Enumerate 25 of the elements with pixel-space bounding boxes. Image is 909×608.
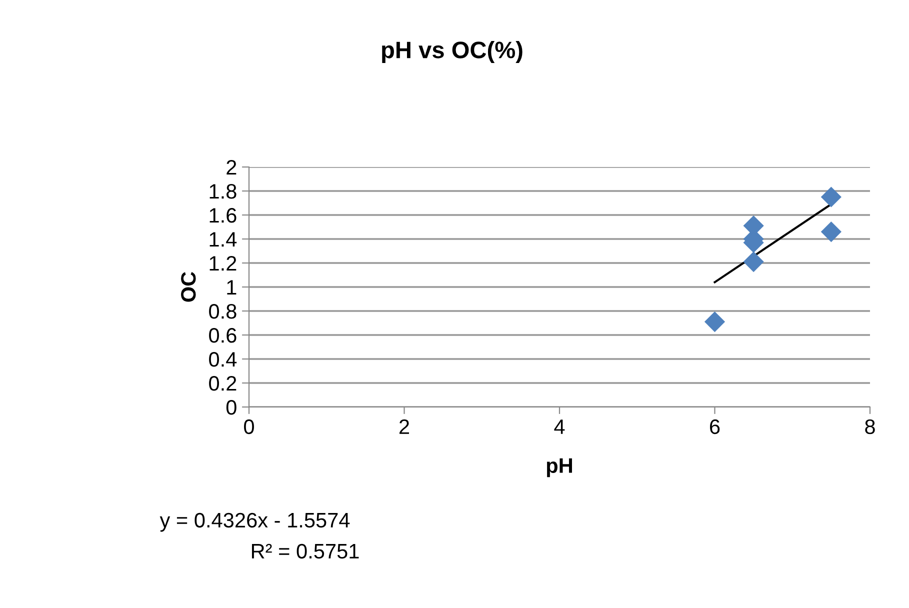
point [743,252,764,272]
point [820,222,842,242]
y-tick-label: 1.8 [210,184,236,199]
y-tick-label: 1.6 [210,208,236,223]
x-tick-label: 8 [865,419,875,434]
y-tick-label: 0.2 [209,376,236,391]
x-axis-title: pH [546,458,572,478]
x-tick-label: 0 [244,419,254,434]
y-tick-label: 0.4 [209,352,237,367]
y-tick-label: 1.2 [210,256,236,271]
y-tick-label: 1.4 [210,232,237,247]
y-tick-label: 0 [226,400,236,415]
y-tick-label: 0.6 [209,328,236,343]
point [820,186,842,208]
text: R² = 0.5751 [252,544,359,559]
text: y = 0.4326x - 1.5574 [160,512,350,532]
x-tick-label: 6 [710,419,720,434]
point [704,312,726,332]
y-axis-title: OC [181,272,196,302]
y-tick-label: 1 [227,280,236,295]
y-tick-label: 0.8 [209,304,236,319]
y-tick-label: 2 [226,160,236,175]
chart-title: pH vs OC(%) [382,40,522,64]
x-tick-label: 4 [554,420,565,434]
x-tick-label: 2 [400,419,409,434]
